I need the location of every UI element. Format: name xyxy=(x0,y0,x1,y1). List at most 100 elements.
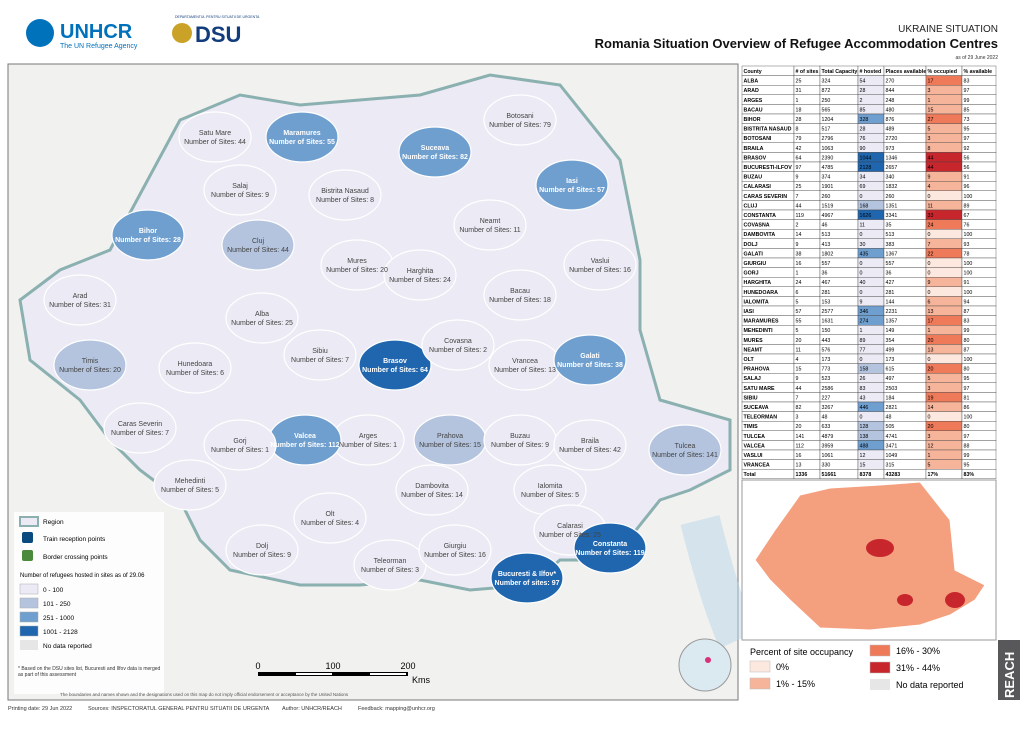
table-value: 100 xyxy=(964,357,973,363)
table-value: 11 xyxy=(860,223,866,229)
county-sites: Number of Sites: 16 xyxy=(424,552,486,559)
table-value: 80 xyxy=(964,367,970,373)
inset-brasov xyxy=(866,539,894,557)
table-value: 76 xyxy=(860,136,866,142)
table-value: 51661 xyxy=(822,472,837,478)
county-name: Bihor xyxy=(139,228,158,235)
county-sites: Number of Sites: 55 xyxy=(269,139,335,146)
table-header: # of sites xyxy=(796,69,819,75)
table-value: 844 xyxy=(886,88,895,94)
table-value: 17% xyxy=(928,472,939,478)
table-value: 4 xyxy=(796,357,799,363)
table-cell xyxy=(925,123,963,134)
table-value: 64 xyxy=(796,155,802,161)
table-value: 92 xyxy=(964,146,970,152)
table-value: 270 xyxy=(886,79,895,85)
table-value: 7 xyxy=(796,194,799,200)
table-value: 505 xyxy=(886,424,895,430)
table-value: GALATI xyxy=(744,251,764,257)
county-area xyxy=(283,329,357,381)
county-name: Vrancea xyxy=(512,358,538,365)
county-name: Teleorman xyxy=(374,558,407,565)
table-value: 93 xyxy=(964,242,970,248)
table-value: 85 xyxy=(860,107,866,113)
county-name: Suceava xyxy=(421,145,450,152)
table-value: 1357 xyxy=(886,319,898,325)
table-value: 324 xyxy=(822,79,831,85)
county-area xyxy=(203,164,277,216)
table-value: 6 xyxy=(796,290,799,296)
table-value: 3 xyxy=(796,415,799,421)
table-value: 87 xyxy=(964,309,970,315)
table-header: % occupied xyxy=(928,69,957,75)
table-value: 100 xyxy=(964,261,973,267)
table-value: 87 xyxy=(964,347,970,353)
table-value: 4 xyxy=(928,184,931,190)
table-value: 1204 xyxy=(822,117,834,123)
county-sites: Number of Sites: 25 xyxy=(539,532,601,539)
county-sites: Number of Sites: 16 xyxy=(569,267,631,274)
scale-label: 200 xyxy=(400,661,415,671)
table-value: BRASOV xyxy=(744,155,767,161)
county-sites: Number of Sites: 57 xyxy=(539,187,605,194)
table-value: 16 xyxy=(796,261,802,267)
table-value: 2503 xyxy=(886,386,898,392)
county-area xyxy=(648,424,722,476)
table-value: 3 xyxy=(928,88,931,94)
table-value: 8 xyxy=(796,127,799,133)
table-value: ARAD xyxy=(744,88,759,94)
table-value: 43283 xyxy=(886,472,901,478)
table-value: GIURGIU xyxy=(744,261,767,267)
table-value: 9 xyxy=(928,280,931,286)
table-value: 1044 xyxy=(860,155,872,161)
footer-author: Author: UNHCR/REACH xyxy=(282,706,342,712)
county-sites: Number of Sites: 9 xyxy=(233,552,291,559)
county-sites: Number of Sites: 14 xyxy=(401,492,463,499)
table-value: 42 xyxy=(796,146,802,152)
county-sites: Number of Sites: 5 xyxy=(161,487,219,494)
legend-swatch xyxy=(19,597,39,609)
county-area xyxy=(490,552,564,604)
county-area xyxy=(563,239,637,291)
table-value: 0 xyxy=(928,357,931,363)
county-sites: Number of Sites: 82 xyxy=(402,154,468,161)
county-sites: Number of Sites: 31 xyxy=(49,302,111,309)
date: as of 29 June 2022 xyxy=(955,55,998,61)
table-value: 13 xyxy=(928,309,934,315)
table-value: 15 xyxy=(860,463,866,469)
occupancy-label: 1% - 15% xyxy=(776,679,815,689)
county-sites: Number of Sites: 64 xyxy=(362,367,428,374)
scale-label: 0 xyxy=(255,661,260,671)
table-value: 0 xyxy=(860,271,863,277)
table-value: 497 xyxy=(886,376,895,382)
legend-region: Region xyxy=(43,519,64,526)
county-area xyxy=(178,111,252,163)
table-value: 2586 xyxy=(822,386,834,392)
table-value: 67 xyxy=(964,213,970,219)
table-value: 260 xyxy=(822,194,831,200)
table-cell xyxy=(925,382,963,393)
legend-label: No data reported xyxy=(43,643,92,650)
county-sites: Number of Sites: 2 xyxy=(429,347,487,354)
table-value: 1802 xyxy=(822,251,834,257)
table-value: 1336 xyxy=(796,472,808,478)
table-cell xyxy=(925,228,963,239)
county-name: Braila xyxy=(581,438,599,445)
table-value: 9 xyxy=(796,175,799,181)
table-value: 1901 xyxy=(822,184,834,190)
table-value: 467 xyxy=(822,280,831,286)
county-name: Bistrita Nasaud xyxy=(321,188,369,195)
table-value: 0 xyxy=(928,232,931,238)
county-area xyxy=(103,402,177,454)
table-value: 0 xyxy=(860,415,863,421)
county-name: Tulcea xyxy=(675,443,696,450)
table-value: 3 xyxy=(928,386,931,392)
table-value: 443 xyxy=(822,338,831,344)
table-cell xyxy=(925,94,963,105)
table-value: 86 xyxy=(964,405,970,411)
county-area xyxy=(320,239,394,291)
table-value: 250 xyxy=(822,98,831,104)
table-header: Total Capacity xyxy=(822,69,858,75)
table-value: 0 xyxy=(928,290,931,296)
table-value: IALOMITA xyxy=(744,299,769,305)
